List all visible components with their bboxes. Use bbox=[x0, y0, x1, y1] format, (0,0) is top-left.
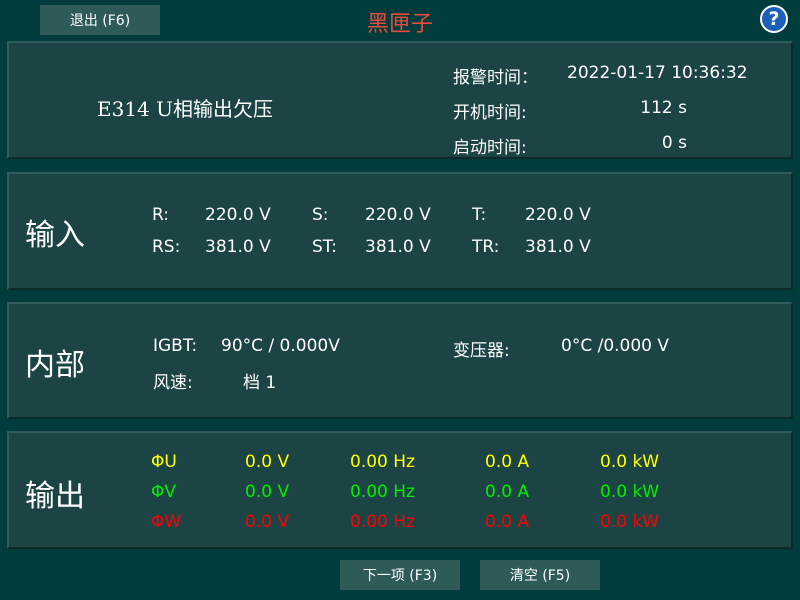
input-value: 220.0 V bbox=[205, 205, 271, 225]
alarm-code: E314 U相输出欠压 bbox=[97, 97, 273, 121]
input-panel: 输入 R: 220.0 V S: 220.0 V T: 220.0 V RS: 381.0 V… bbox=[7, 172, 793, 290]
input-label: S: bbox=[312, 205, 329, 225]
input-label: T: bbox=[472, 205, 487, 225]
output-phase: ΦV bbox=[151, 482, 177, 502]
output-freq: 0.00 Hz bbox=[350, 452, 415, 472]
output-current: 0.0 A bbox=[485, 482, 530, 502]
input-label: ST: bbox=[312, 237, 338, 257]
alarm-time-label: 报警时间： bbox=[453, 68, 538, 88]
input-value: 220.0 V bbox=[365, 205, 431, 225]
alarm-panel: E314 U相输出欠压 报警时间： 2022-01-17 10:36:32 开机… bbox=[7, 41, 793, 159]
input-value: 220.0 V bbox=[525, 205, 591, 225]
output-title: 输出 bbox=[25, 479, 85, 514]
next-button[interactable]: 下一项 (F3) bbox=[340, 560, 460, 590]
igbt-label: IGBT: bbox=[153, 336, 198, 356]
output-freq: 0.00 Hz bbox=[350, 482, 415, 502]
output-freq: 0.00 Hz bbox=[350, 512, 415, 532]
output-power: 0.0 kW bbox=[600, 452, 660, 472]
transformer-value: 0°C /0.000 V bbox=[561, 336, 670, 356]
input-value: 381.0 V bbox=[525, 237, 591, 257]
output-power: 0.0 kW bbox=[600, 512, 660, 532]
igbt-value: 90°C / 0.000V bbox=[221, 336, 340, 356]
output-current: 0.0 A bbox=[485, 512, 530, 532]
internal-panel: 内部 IGBT: 90°C / 0.000V 变压器: 0°C /0.000 V… bbox=[7, 302, 793, 419]
internal-title: 内部 bbox=[25, 348, 85, 383]
output-current: 0.0 A bbox=[485, 452, 530, 472]
page-title: 黑匣子 bbox=[366, 12, 433, 37]
exit-button[interactable]: 退出 (F6) bbox=[40, 5, 160, 35]
output-phase: ΦW bbox=[151, 512, 182, 532]
input-label: RS: bbox=[152, 237, 181, 257]
input-value: 381.0 V bbox=[205, 237, 271, 257]
fan-label: 风速: bbox=[153, 373, 193, 393]
output-voltage: 0.0 V bbox=[245, 452, 290, 472]
start-time: 0 s bbox=[661, 133, 687, 153]
uptime: 112 s bbox=[640, 98, 687, 118]
output-power: 0.0 kW bbox=[600, 482, 660, 502]
input-label: R: bbox=[152, 205, 170, 225]
start-time-label: 启动时间: bbox=[453, 138, 527, 158]
output-voltage: 0.0 V bbox=[245, 482, 290, 502]
uptime-label: 开机时间: bbox=[453, 103, 527, 123]
input-title: 输入 bbox=[25, 218, 85, 253]
input-label: TR: bbox=[472, 237, 500, 257]
help-icon[interactable]: ? bbox=[760, 5, 788, 33]
output-voltage: 0.0 V bbox=[245, 512, 290, 532]
alarm-time: 2022-01-17 10:36:32 bbox=[567, 63, 748, 83]
clear-button[interactable]: 清空 (F5) bbox=[480, 560, 600, 590]
output-phase: ΦU bbox=[151, 452, 177, 472]
input-value: 381.0 V bbox=[365, 237, 431, 257]
transformer-label: 变压器: bbox=[453, 341, 510, 361]
fan-value: 档 1 bbox=[243, 373, 277, 393]
output-panel: 输出 ΦU 0.0 V 0.00 Hz 0.0 A 0.0 kW ΦV 0.0 V 0.00 … bbox=[7, 431, 793, 549]
